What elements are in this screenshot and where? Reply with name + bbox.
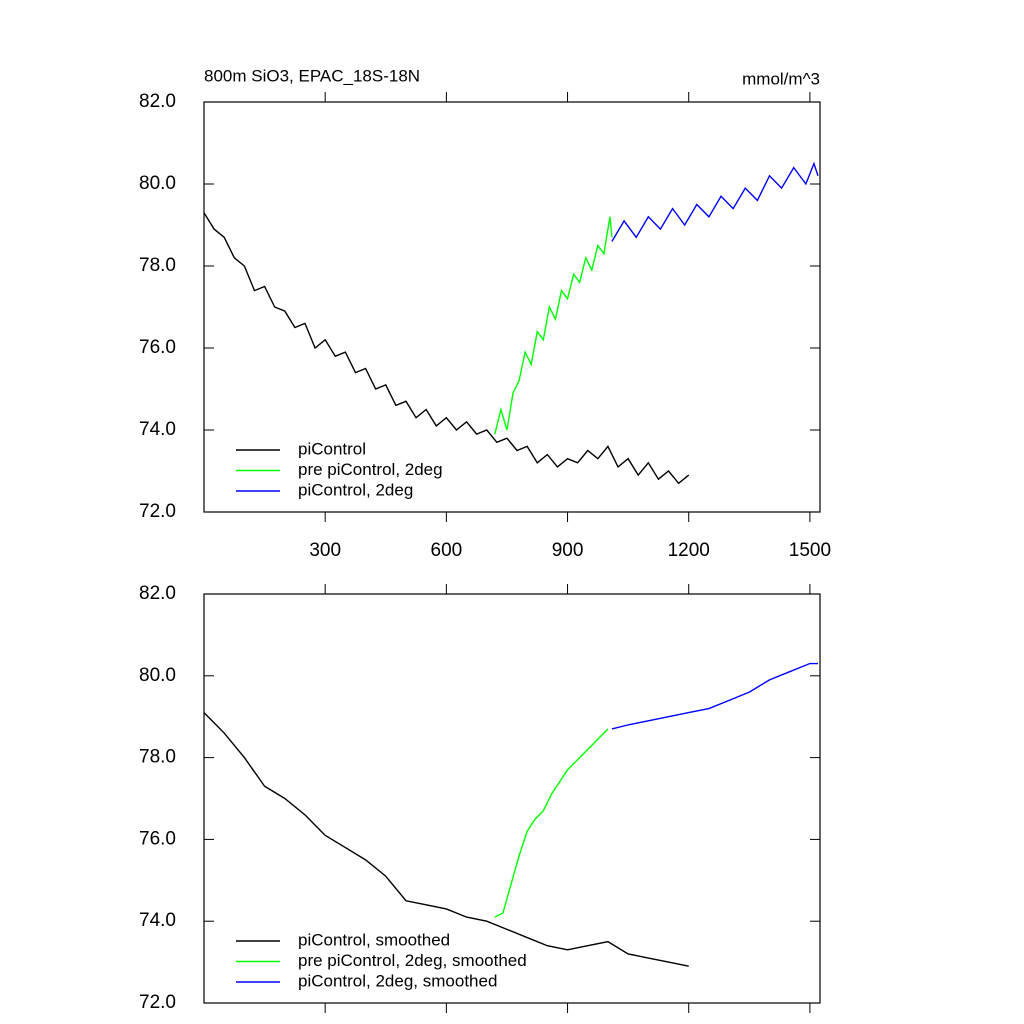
chart-title: 800m SiO3, EPAC_18S-18N xyxy=(204,66,420,85)
legend-label: piControl xyxy=(298,439,366,458)
y-tick-label: 80.0 xyxy=(139,665,176,686)
x-tick-label: 900 xyxy=(552,540,584,561)
y-tick-label: 74.0 xyxy=(139,419,176,440)
series-line xyxy=(494,216,613,435)
series-line xyxy=(203,712,689,967)
units-label: mmol/m^3 xyxy=(742,69,820,88)
y-tick-label: 74.0 xyxy=(139,910,176,931)
legend-label: pre piControl, 2deg, smoothed xyxy=(298,951,527,970)
series-line xyxy=(611,662,818,730)
legend-label: pre piControl, 2deg xyxy=(298,460,443,479)
y-tick-label: 72.0 xyxy=(139,501,176,522)
legend-label: piControl, 2deg xyxy=(298,480,413,499)
x-tick-label: 1200 xyxy=(668,540,710,561)
legend-label: piControl, smoothed xyxy=(298,930,450,949)
x-tick-label: 300 xyxy=(309,540,341,561)
y-tick-label: 76.0 xyxy=(139,337,176,358)
series-line xyxy=(203,212,690,485)
y-tick-label: 72.0 xyxy=(139,992,176,1013)
y-tick-label: 76.0 xyxy=(139,828,176,849)
x-tick-label: 600 xyxy=(431,540,463,561)
plot-frame xyxy=(203,101,821,513)
plot-frame xyxy=(203,593,821,1004)
y-tick-label: 78.0 xyxy=(139,255,176,276)
y-tick-label: 82.0 xyxy=(139,91,176,112)
series-line xyxy=(611,161,819,242)
legend-label: piControl, 2deg, smoothed xyxy=(298,971,497,990)
y-tick-label: 78.0 xyxy=(139,747,176,768)
y-tick-label: 82.0 xyxy=(139,583,176,604)
y-tick-label: 80.0 xyxy=(139,173,176,194)
series-line xyxy=(494,728,609,918)
x-tick-label: 1500 xyxy=(789,540,831,561)
